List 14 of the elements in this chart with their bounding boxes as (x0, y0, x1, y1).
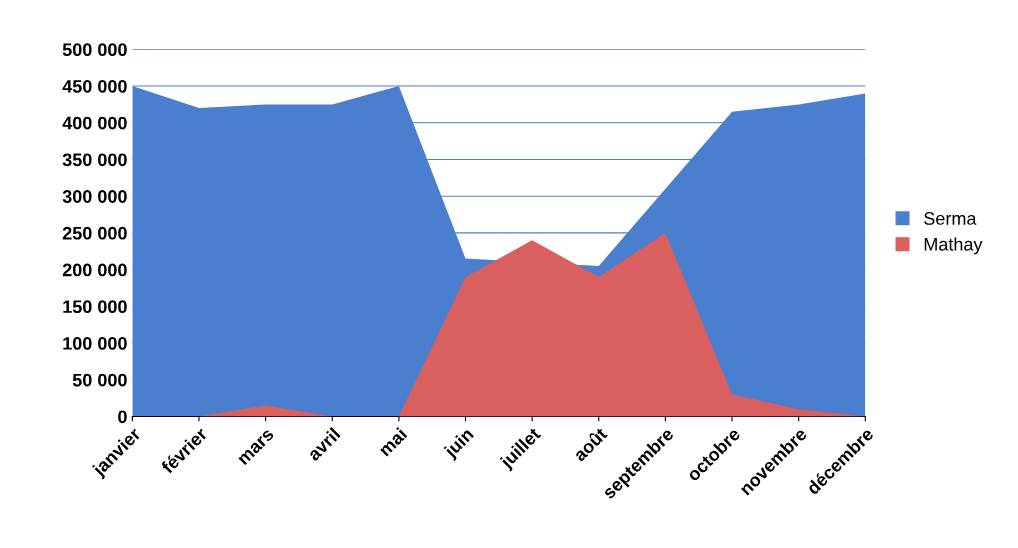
x-tick-label: mai (377, 427, 408, 457)
y-tick-label: 350 000 (62, 153, 127, 167)
y-tick-label: 150 000 (63, 300, 127, 314)
y-tick-label: 100 000 (63, 336, 127, 350)
y-tick-label: 250 000 (62, 226, 127, 240)
y-tick-label: 0 (118, 410, 127, 424)
y-tick-label: 50 000 (72, 373, 127, 387)
legend-label: Mathay (924, 237, 983, 255)
y-tick-label: 450 000 (62, 79, 127, 93)
y-tick-label: 200 000 (62, 263, 127, 277)
y-tick-label: 300 000 (62, 190, 127, 203)
legend-label: Serma (924, 212, 977, 225)
y-tick-label: 500 000 (62, 43, 127, 57)
y-tick-label: 400 000 (62, 116, 127, 130)
